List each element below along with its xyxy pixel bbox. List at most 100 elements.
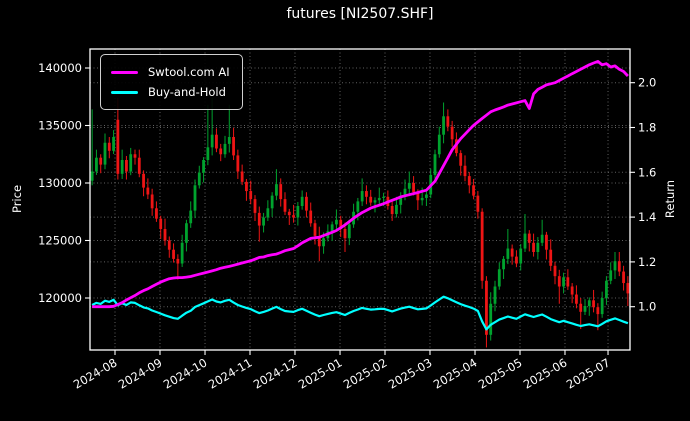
candle-body-up bbox=[425, 194, 428, 198]
candle-body-down bbox=[566, 277, 570, 287]
candle-body-down bbox=[292, 215, 295, 218]
candle-body-down bbox=[287, 211, 291, 216]
candle-body-down bbox=[626, 283, 630, 294]
candle-body-up bbox=[296, 205, 300, 218]
candle-body-up bbox=[562, 277, 565, 287]
date-tick-label: 2025-06 bbox=[521, 355, 570, 391]
candle-body-up bbox=[103, 142, 107, 165]
candle-body-up bbox=[206, 147, 210, 160]
date-tick-label: 2025-03 bbox=[386, 355, 435, 391]
price-tick-label: 130000 bbox=[38, 176, 82, 190]
candle-body-down bbox=[416, 192, 420, 201]
candle-body-down bbox=[343, 228, 347, 239]
candle-body-down bbox=[459, 153, 463, 166]
candle-body-up bbox=[330, 224, 334, 232]
candle-body-down bbox=[236, 155, 240, 172]
candle-body-down bbox=[592, 300, 595, 308]
candle-body-up bbox=[493, 286, 497, 304]
return-tick-label: 2.0 bbox=[638, 76, 656, 90]
candle-body-down bbox=[245, 181, 248, 192]
candle-body-up bbox=[189, 210, 193, 224]
candle-body-up bbox=[377, 197, 381, 201]
candle-body-up bbox=[502, 258, 505, 270]
candle-body-up bbox=[185, 223, 188, 243]
candle-body-down bbox=[446, 116, 450, 127]
candle-body-down bbox=[176, 258, 180, 264]
candle-body-down bbox=[253, 199, 257, 213]
candle-body-down bbox=[317, 235, 321, 247]
candle-body-down bbox=[146, 187, 150, 195]
candle-body-up bbox=[609, 270, 613, 281]
candle-body-up bbox=[600, 297, 604, 315]
candle-body-up bbox=[497, 269, 501, 287]
candle-body-up bbox=[403, 188, 407, 196]
price-axis-label: Price bbox=[10, 184, 24, 214]
candle-body-up bbox=[210, 134, 214, 148]
candle-body-down bbox=[617, 261, 621, 272]
candle-body-down bbox=[150, 194, 154, 209]
candle-body-up bbox=[583, 306, 587, 312]
candle-body-down bbox=[283, 199, 287, 212]
candle-body-down bbox=[579, 303, 583, 312]
candle-body-down bbox=[309, 210, 313, 224]
candle-body-up bbox=[197, 172, 201, 186]
candle-body-down bbox=[313, 223, 317, 236]
bh-line-swatch bbox=[111, 90, 138, 94]
candle-body-down bbox=[137, 157, 141, 174]
candle-body-down bbox=[510, 248, 514, 257]
return-tick-label: 1.4 bbox=[638, 210, 656, 224]
candle-body-up bbox=[227, 136, 231, 144]
date-tick-label: 2024-08 bbox=[71, 355, 120, 391]
candle-body-up bbox=[95, 157, 98, 172]
candle-body-up bbox=[262, 217, 265, 226]
chart-title: futures [NI2507.SHF] bbox=[286, 6, 434, 22]
candle-body-up bbox=[193, 185, 197, 211]
return-axis-label: Return bbox=[663, 179, 677, 219]
candle-body-down bbox=[549, 249, 553, 266]
date-tick-label: 2024-11 bbox=[206, 355, 255, 391]
legend-item-bh: Buy-and-Hold bbox=[111, 82, 230, 102]
candle-body-down bbox=[480, 211, 484, 281]
candle-body-down bbox=[159, 218, 163, 229]
candle-body-down bbox=[369, 196, 373, 203]
candle-body-up bbox=[360, 191, 364, 202]
candle-body-up bbox=[613, 261, 617, 271]
ai-return-line bbox=[92, 60, 629, 309]
candle-body-up bbox=[605, 280, 608, 298]
candle-body-up bbox=[407, 182, 411, 189]
candle-body-down bbox=[545, 234, 548, 250]
candle-body-down bbox=[142, 173, 145, 188]
price-tick-label: 125000 bbox=[38, 233, 82, 247]
date-tick-label: 2025-02 bbox=[341, 355, 390, 391]
candle-body-up bbox=[587, 300, 591, 307]
date-tick-label: 2025-04 bbox=[431, 355, 480, 391]
date-tick-label: 2024-10 bbox=[161, 355, 210, 391]
candle-body-down bbox=[107, 142, 111, 151]
candle-body-up bbox=[506, 248, 510, 259]
candle-body-down bbox=[575, 294, 578, 304]
price-tick-label: 120000 bbox=[38, 291, 82, 305]
candle-body-up bbox=[356, 201, 360, 212]
candle-body-down bbox=[450, 126, 454, 140]
candle-body-up bbox=[300, 196, 304, 206]
candle-body-up bbox=[266, 208, 270, 218]
candle-body-up bbox=[90, 171, 94, 181]
candle-body-down bbox=[125, 159, 128, 172]
candle-body-up bbox=[523, 233, 527, 249]
candle-body-down bbox=[215, 134, 218, 149]
candle-body-up bbox=[519, 248, 523, 264]
candle-body-down bbox=[99, 157, 103, 165]
candle-body-down bbox=[305, 196, 308, 211]
candle-body-down bbox=[570, 286, 574, 295]
legend: Swtool.com AI Buy-and-Hold bbox=[100, 54, 243, 110]
candle-body-up bbox=[382, 196, 385, 198]
ai-line-swatch bbox=[111, 70, 138, 74]
candle-body-up bbox=[202, 159, 205, 173]
candle-body-down bbox=[219, 148, 223, 155]
date-tick-label: 2024-12 bbox=[251, 355, 300, 391]
candle-body-down bbox=[249, 191, 253, 200]
candle-body-down bbox=[232, 136, 235, 156]
plot-border bbox=[89, 48, 631, 351]
